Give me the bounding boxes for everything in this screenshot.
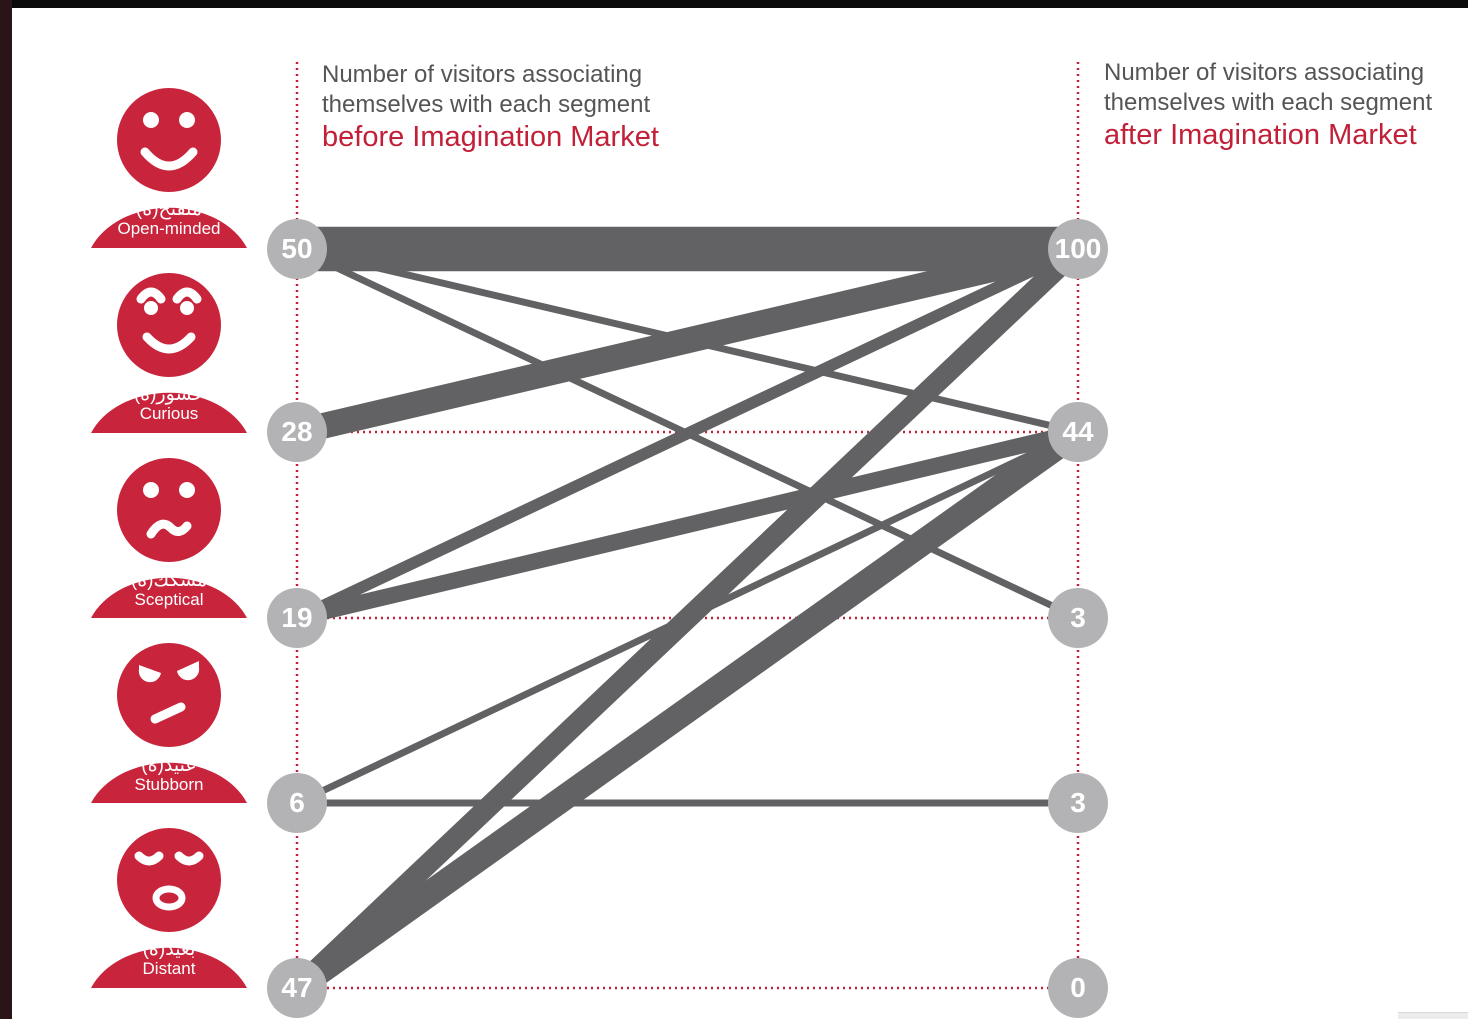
eye-left — [143, 482, 159, 498]
segment-label-open-minded: منفتح(ة) Open-minded — [91, 200, 247, 238]
after-value-stubborn: 3 — [1048, 773, 1108, 833]
face-circle — [117, 88, 221, 192]
face-circle — [117, 458, 221, 562]
face-circle — [117, 828, 221, 932]
segment-label-curious: حشور(ة) Curious — [91, 385, 247, 423]
before-value-sceptical: 19 — [267, 588, 327, 648]
face-circle — [117, 643, 221, 747]
eye-left — [144, 301, 158, 315]
flow-line — [297, 432, 1078, 988]
eye-right — [179, 112, 195, 128]
segment-label-stubborn: عنيد(ة) Stubborn — [91, 756, 247, 794]
header-before-line1: Number of visitors associating — [322, 60, 702, 90]
flow-lines — [297, 249, 1078, 988]
header-after: Number of visitors associating themselve… — [1104, 58, 1468, 152]
header-before-line2: themselves with each segment — [322, 90, 702, 120]
segment-english: Open-minded — [91, 220, 247, 238]
eye-right — [180, 301, 194, 315]
corner-tab — [1398, 1012, 1468, 1019]
segment-arabic: عنيد(ة) — [91, 756, 247, 776]
before-value-open-minded: 50 — [267, 219, 327, 279]
face-circle — [117, 273, 221, 377]
eye-right — [179, 856, 199, 861]
after-value-open-minded: 100 — [1048, 219, 1108, 279]
header-after-line1: Number of visitors associating — [1104, 58, 1468, 88]
segment-arabic: بعيد(ة) — [91, 940, 247, 960]
after-value-curious: 44 — [1048, 402, 1108, 462]
header-before: Number of visitors associating themselve… — [322, 60, 702, 154]
segment-arabic: منفتح(ة) — [91, 200, 247, 220]
flow-line — [297, 249, 1078, 988]
before-value-stubborn: 6 — [267, 773, 327, 833]
segment-english: Sceptical — [91, 591, 247, 609]
segment-arabic: حشور(ة) — [91, 385, 247, 405]
segment-english: Stubborn — [91, 776, 247, 794]
eye-left — [139, 856, 159, 861]
header-after-line2: themselves with each segment — [1104, 88, 1468, 118]
after-value-sceptical: 3 — [1048, 588, 1108, 648]
segment-english: Distant — [91, 960, 247, 978]
eye-left — [143, 112, 159, 128]
after-value-distant: 0 — [1048, 958, 1108, 1018]
header-after-accent: after Imagination Market — [1104, 118, 1468, 152]
segment-label-distant: بعيد(ة) Distant — [91, 940, 247, 978]
segment-english: Curious — [91, 405, 247, 423]
before-value-distant: 47 — [267, 958, 327, 1018]
segment-label-sceptical: مشكك(ة) Sceptical — [91, 571, 247, 609]
eye-right — [179, 482, 195, 498]
segment-arabic: مشكك(ة) — [91, 571, 247, 591]
before-value-curious: 28 — [267, 402, 327, 462]
header-before-accent: before Imagination Market — [322, 120, 702, 154]
